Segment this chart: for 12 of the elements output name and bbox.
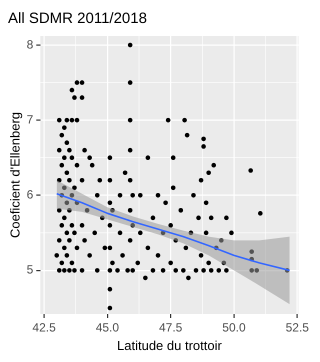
y-tick-label: 5 bbox=[26, 262, 34, 277]
x-tick-label: 52.5 bbox=[286, 320, 310, 335]
chart-title: All SDMR 2011/2018 bbox=[8, 10, 147, 28]
x-tick-label: 42.5 bbox=[32, 320, 56, 335]
x-tick-label: 50.0 bbox=[222, 320, 246, 335]
y-tick-label: 6 bbox=[26, 188, 34, 202]
y-axis-title: Coeficient d'Ellenberg bbox=[7, 112, 22, 238]
y-tick-label: 7 bbox=[26, 112, 34, 126]
x-tick-label: 47.5 bbox=[158, 320, 183, 335]
x-tick-label: 45.0 bbox=[96, 320, 120, 335]
x-axis-title: Latitude du trottoir bbox=[117, 338, 222, 353]
y-tick-label: 8 bbox=[26, 37, 34, 52]
